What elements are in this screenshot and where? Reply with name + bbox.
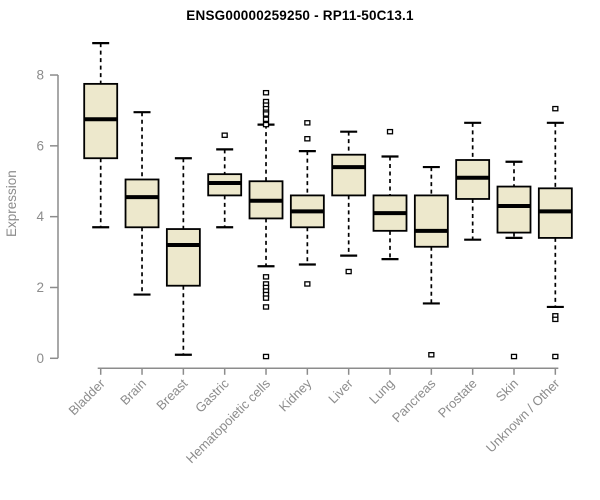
x-tick-label: Kidney	[276, 375, 315, 414]
outlier-point	[552, 105, 559, 112]
y-tick-label: 2	[36, 280, 44, 295]
chart-title: ENSG00000259250 - RP11-50C13.1	[186, 8, 414, 23]
box-group	[83, 42, 119, 229]
outlier-point	[428, 352, 435, 358]
y-axis: 0 2 4 6 8	[36, 68, 59, 366]
box-group	[372, 128, 408, 261]
x-tick-label: Unknown / Other	[483, 375, 563, 455]
outlier-point	[345, 268, 352, 275]
x-tick-label: Prostate	[435, 376, 480, 421]
outlier-point	[304, 120, 311, 126]
box-group	[165, 157, 201, 356]
iqr-box	[124, 178, 160, 229]
x-tick-label: Lung	[366, 376, 397, 407]
box-group	[413, 165, 449, 358]
outlier-point	[304, 136, 311, 142]
box-group	[496, 160, 532, 360]
outlier-point	[262, 89, 270, 96]
outlier-point	[262, 304, 270, 310]
y-tick-label: 4	[36, 209, 44, 224]
outlier-point	[552, 353, 559, 360]
box-group	[455, 121, 491, 241]
outlier-point	[386, 128, 394, 135]
y-tick-label: 0	[36, 351, 44, 366]
outlier-point	[262, 353, 270, 360]
y-tick-label: 6	[36, 138, 44, 153]
x-tick-label: Brain	[117, 376, 149, 408]
outlier-point	[262, 116, 270, 123]
outlier-point	[262, 295, 270, 301]
outlier-point	[510, 353, 518, 360]
x-tick-label: Liver	[325, 375, 356, 406]
iqr-box	[496, 185, 532, 234]
x-tick-label: Pancreas	[389, 375, 439, 425]
x-tick-label: Bladder	[66, 375, 109, 418]
x-tick-label: Breast	[153, 376, 190, 413]
box-group	[124, 111, 160, 296]
x-tick-label: Skin	[493, 376, 521, 404]
box-group	[248, 89, 284, 360]
outlier-point	[262, 111, 270, 117]
outlier-point	[262, 274, 270, 280]
outlier-point	[552, 316, 559, 323]
box-group	[289, 120, 325, 287]
box-group	[207, 132, 243, 229]
box-group	[537, 105, 573, 360]
iqr-box	[331, 153, 367, 197]
iqr-box	[165, 228, 201, 287]
x-tick-label: Gastric	[192, 375, 232, 415]
box-group	[331, 130, 367, 275]
outlier-point	[304, 281, 311, 287]
outlier-point	[221, 132, 228, 138]
y-tick-label: 8	[36, 68, 44, 83]
iqr-box	[413, 194, 449, 248]
outlier-point	[262, 121, 270, 128]
